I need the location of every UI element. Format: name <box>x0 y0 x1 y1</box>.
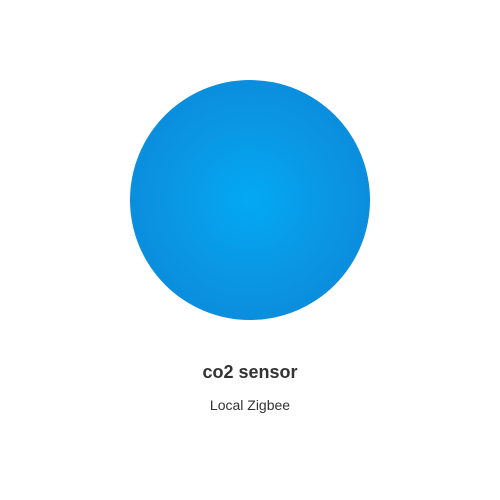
device-circle-icon <box>130 80 370 320</box>
device-integration: Local Zigbee <box>209 397 291 413</box>
device-name: co2 sensor <box>202 362 298 382</box>
